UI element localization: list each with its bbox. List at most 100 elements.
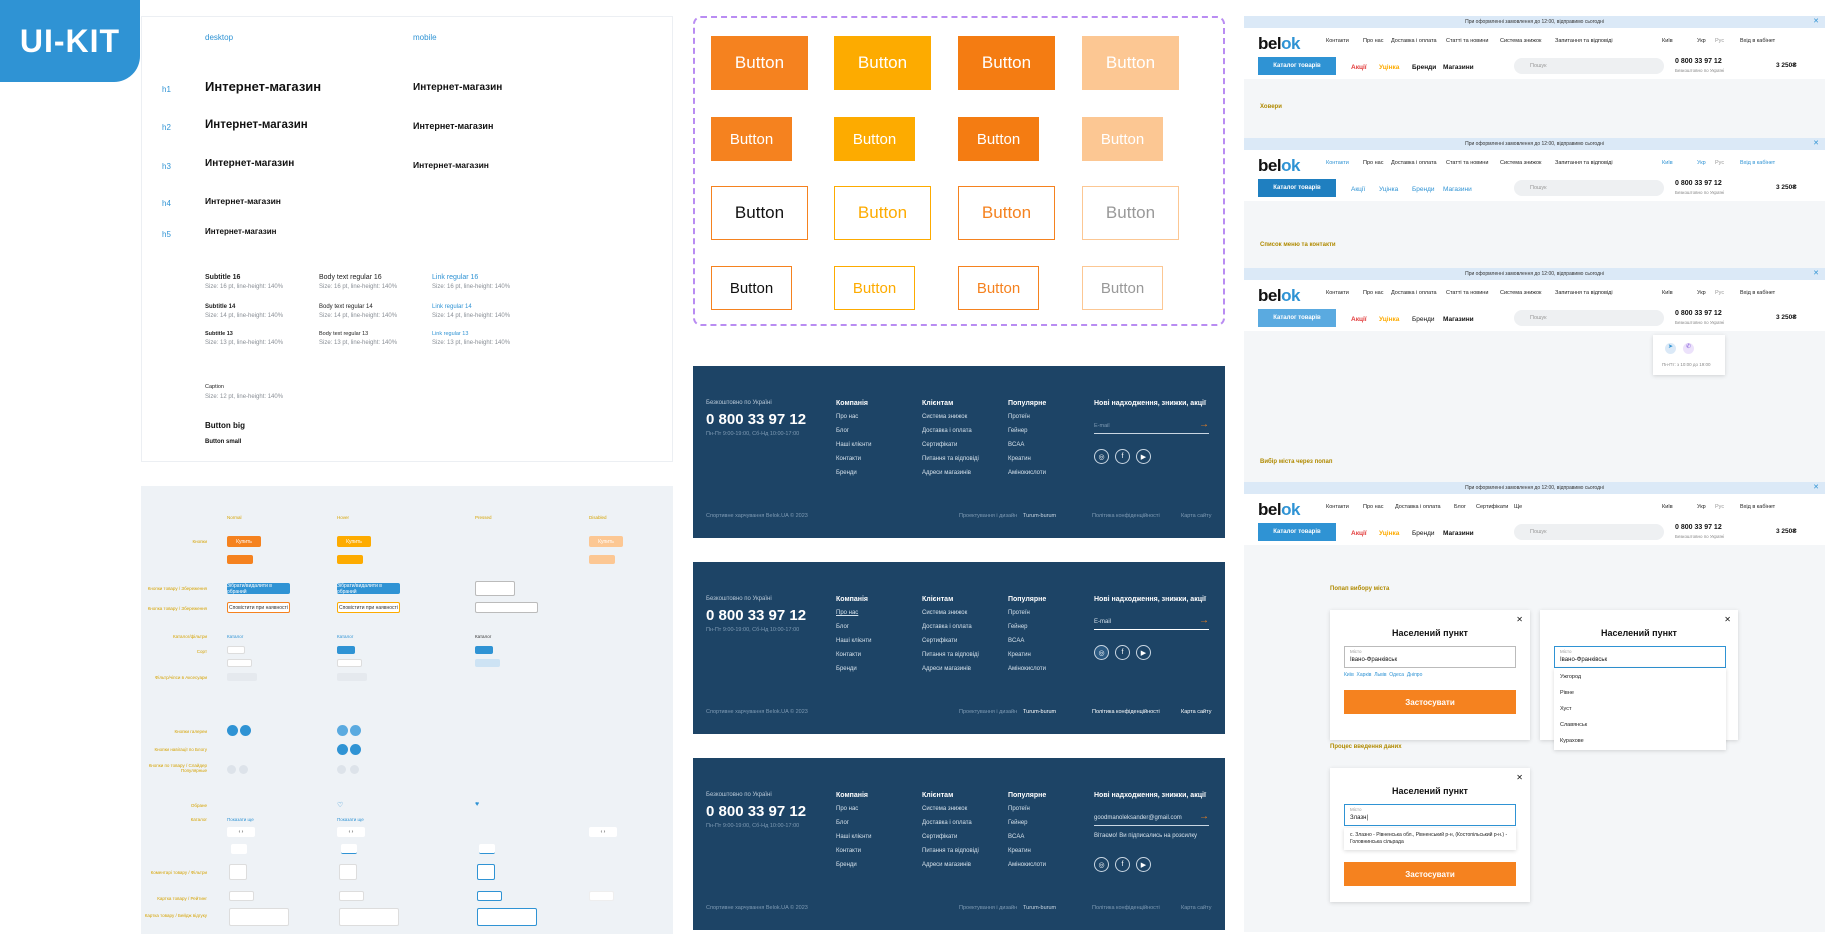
city-select[interactable]: Київ	[1662, 38, 1673, 44]
promo-link[interactable]: Магазини	[1443, 186, 1472, 193]
nav-link[interactable]: Система знижок	[1500, 160, 1542, 166]
promo-link[interactable]: Бренди	[1412, 316, 1435, 323]
footer-link[interactable]: Протеїн	[1008, 806, 1030, 812]
button-outline-big-normal[interactable]: Button	[711, 186, 808, 240]
nav-link[interactable]: Про нас	[1363, 38, 1384, 44]
footer-link[interactable]: Наші клієнти	[836, 638, 872, 644]
site-logo[interactable]: belok	[1258, 34, 1300, 54]
cart-total[interactable]: 3 250₴	[1776, 314, 1797, 321]
promo-link[interactable]: Уцінка	[1379, 64, 1400, 71]
youtube-icon[interactable]: ▶	[1136, 645, 1151, 660]
footer-email-input[interactable]: E-mail	[1094, 619, 1112, 625]
sort-chip2-hover[interactable]	[337, 659, 362, 667]
footer-privacy[interactable]: Політика конфіденційності	[1092, 905, 1160, 911]
promo-link[interactable]: Магазини	[1443, 530, 1474, 537]
cart-small-hover[interactable]	[337, 555, 363, 564]
gallery-prev-normal[interactable]	[227, 725, 238, 736]
catalog-button[interactable]: Каталог товарів	[1258, 179, 1336, 197]
footer-sitemap[interactable]: Карта сайту	[1181, 513, 1212, 519]
nav-link[interactable]: Статті та новини	[1446, 38, 1489, 44]
footer-link[interactable]: Креатин	[1008, 652, 1031, 658]
header-phone[interactable]: 0 800 33 97 12	[1675, 524, 1722, 531]
site-logo[interactable]: belok	[1258, 286, 1300, 306]
city-field[interactable]: Місто Івано-Франківськ	[1554, 646, 1726, 668]
rating-normal[interactable]	[229, 891, 254, 901]
footer-link[interactable]: Блог	[836, 428, 849, 434]
close-icon[interactable]: ✕	[1813, 484, 1819, 491]
instagram-icon[interactable]: ◎	[1094, 645, 1109, 660]
fav-button-pressed[interactable]	[475, 581, 515, 596]
login-link[interactable]: Вхід в кабінет	[1740, 160, 1776, 166]
youtube-icon[interactable]: ▶	[1136, 857, 1151, 872]
button-big-normal[interactable]: Button	[711, 36, 808, 90]
footer-sitemap[interactable]: Карта сайту	[1181, 709, 1212, 715]
footer-link[interactable]: BCAA	[1008, 834, 1025, 840]
footer-link[interactable]: Сертифікати	[922, 834, 958, 840]
site-logo[interactable]: belok	[1258, 156, 1300, 176]
header-phone[interactable]: 0 800 33 97 12	[1675, 58, 1722, 65]
header-phone[interactable]: 0 800 33 97 12	[1675, 310, 1722, 317]
quick-cities[interactable]: Київ Харків Львів Одеса Дніпро	[1344, 672, 1422, 678]
page-number-hover[interactable]	[341, 844, 357, 854]
footer-link[interactable]: Бренди	[836, 666, 857, 672]
button-small-pressed[interactable]: Button	[958, 117, 1039, 161]
apply-button[interactable]: Застосувати	[1344, 690, 1516, 714]
footer-link[interactable]: Контакти	[836, 456, 861, 462]
footer-email-input[interactable]: goodmanoleksander@gmail.com	[1094, 815, 1182, 821]
search-input[interactable]: Пошук	[1514, 310, 1664, 326]
quick-city[interactable]: Одеса	[1389, 672, 1405, 678]
footer-link[interactable]: Адреси магазинів	[922, 862, 971, 868]
apply-button[interactable]: Застосувати	[1344, 862, 1516, 886]
promo-link[interactable]: Магазини	[1443, 316, 1474, 323]
footer-link[interactable]: Про нас	[836, 610, 859, 616]
nav-link[interactable]: Запитання та відповіді	[1555, 160, 1613, 166]
footer-link[interactable]: Контакти	[836, 652, 861, 658]
footer-link[interactable]: Доставка і оплата	[922, 428, 972, 434]
review-badge-normal[interactable]	[229, 908, 289, 926]
city-suggestion[interactable]: с. Злазно - Рівненська обл., Рівненський…	[1344, 828, 1516, 850]
city-select[interactable]: Київ	[1662, 160, 1673, 166]
button-outline-small-normal[interactable]: Button	[711, 266, 792, 310]
promo-link[interactable]: Акції	[1351, 316, 1367, 323]
nav-link[interactable]: Система знижок	[1500, 290, 1542, 296]
cart-total[interactable]: 3 250₴	[1776, 528, 1797, 535]
lang-ru[interactable]: Рус	[1715, 160, 1725, 166]
show-more-normal[interactable]: Показати ще	[227, 817, 254, 822]
footer-link[interactable]: Блог	[836, 820, 849, 826]
city-field[interactable]: Місто Івано-Франківськ	[1344, 646, 1516, 668]
button-outline-small-hover[interactable]: Button	[834, 266, 915, 310]
search-input[interactable]: Пошук	[1514, 180, 1664, 196]
facebook-icon[interactable]: f	[1115, 449, 1130, 464]
button-outline-small-pressed[interactable]: Button	[958, 266, 1039, 310]
footer-link[interactable]: Креатин	[1008, 456, 1031, 462]
footer-link[interactable]: Питання та відповіді	[922, 652, 979, 658]
nav-link[interactable]: Про нас	[1363, 160, 1384, 166]
button-big-hover[interactable]: Button	[834, 36, 931, 90]
heart-filled-icon[interactable]: ♥	[475, 801, 480, 808]
button-small-hover[interactable]: Button	[834, 117, 915, 161]
button-outline-big-hover[interactable]: Button	[834, 186, 931, 240]
footer-link[interactable]: Гейнер	[1008, 624, 1028, 630]
arrow-right-icon[interactable]: →	[1199, 419, 1209, 430]
link-16[interactable]: Link regular 16	[432, 274, 479, 281]
footer-link[interactable]: Контакти	[836, 848, 861, 854]
gallery-next-normal[interactable]	[240, 725, 251, 736]
nav-link[interactable]: Контакти	[1326, 290, 1349, 296]
arrow-right-icon[interactable]: →	[1199, 811, 1209, 822]
footer-email-input[interactable]: E-mail	[1094, 423, 1110, 429]
footer-link[interactable]: Питання та відповіді	[922, 456, 979, 462]
page-number-normal[interactable]	[231, 844, 247, 854]
city-option[interactable]: Хуст	[1560, 706, 1572, 712]
nav-link[interactable]: Система знижок	[1500, 38, 1542, 44]
promo-link[interactable]: Акції	[1351, 64, 1367, 71]
city-option[interactable]: Курахове	[1560, 738, 1584, 744]
footer-designer[interactable]: Turum-burum	[1023, 905, 1057, 911]
footer-link[interactable]: Наші клієнти	[836, 442, 872, 448]
nav-link[interactable]: Контакти	[1326, 160, 1349, 166]
nav-link[interactable]: Доставка і оплата	[1391, 38, 1437, 44]
footer-link[interactable]: Гейнер	[1008, 428, 1028, 434]
popular-next-hover[interactable]	[350, 765, 359, 774]
review-badge-hover[interactable]	[339, 908, 399, 926]
pager-normal[interactable]: ‹ ›	[227, 827, 255, 837]
nav-link[interactable]: Запитання та відповіді	[1555, 290, 1613, 296]
